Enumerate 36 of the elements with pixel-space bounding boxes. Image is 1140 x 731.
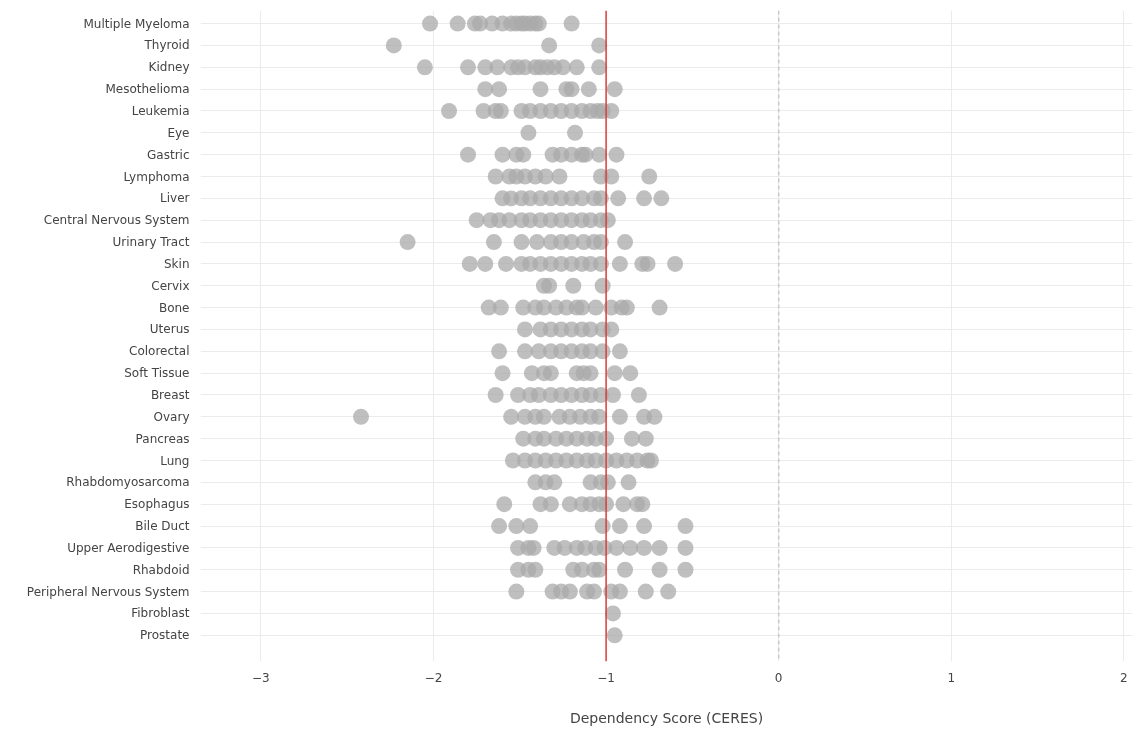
y-tick-label: Upper Aerodigestive (67, 540, 190, 555)
y-tick-label: Lung (160, 453, 190, 468)
y-tick-label: Bile Duct (135, 519, 190, 534)
y-tick-label: Leukemia (131, 103, 190, 118)
y-tick-label: Thyroid (143, 38, 190, 53)
y-tick-label: Soft Tissue (124, 366, 190, 381)
y-tick-label: Cervix (151, 278, 190, 293)
y-tick-label: Pancreas (135, 431, 190, 446)
y-tick-label: Lymphoma (123, 169, 190, 184)
y-tick-label: Gastric (147, 147, 190, 162)
x-tick-label: 2 (1120, 670, 1128, 685)
y-tick-label: Rhabdoid (132, 562, 190, 577)
y-tick-label: Urinary Tract (112, 235, 190, 250)
x-tick-label: 0 (774, 670, 783, 685)
y-tick-label: Multiple Myeloma (83, 16, 190, 31)
y-tick-label: Uterus (149, 322, 190, 337)
y-tick-label: Central Nervous System (43, 213, 190, 228)
y-tick-label: Rhabdomyosarcoma (66, 475, 190, 490)
y-tick-label: Eye (167, 125, 190, 140)
x-axis-title: Dependency Score (CERES) (569, 709, 764, 726)
x-tick-label: 1 (947, 670, 956, 685)
y-tick-label: Skin (163, 256, 190, 271)
x-tick-label: −2 (424, 670, 443, 685)
y-tick-label: Peripheral Nervous System (26, 584, 190, 599)
y-tick-label: Colorectal (129, 344, 190, 359)
y-tick-label: Liver (160, 191, 190, 206)
y-tick-label: Kidney (148, 60, 190, 75)
y-tick-label: Bone (158, 300, 190, 315)
x-tick-label: −3 (252, 670, 270, 685)
y-tick-label: Mesothelioma (105, 82, 190, 97)
y-tick-label: Fibroblast (131, 606, 190, 621)
y-tick-label: Breast (150, 387, 190, 402)
y-tick-label: Ovary (153, 409, 190, 424)
x-tick-label: −1 (597, 670, 615, 685)
y-tick-label: Prostate (140, 628, 190, 643)
y-tick-label: Esophagus (124, 497, 190, 512)
